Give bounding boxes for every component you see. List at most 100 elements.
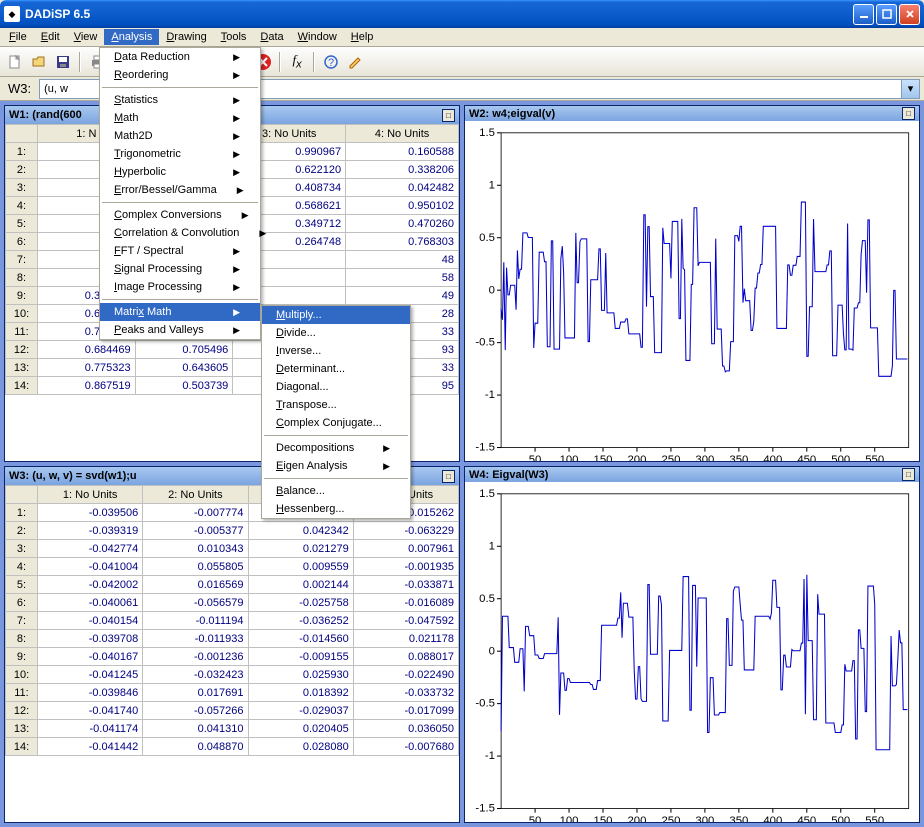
row-header[interactable]: 4: — [6, 558, 38, 576]
cell[interactable]: 0.775323 — [38, 359, 136, 377]
cell[interactable]: -0.056579 — [143, 594, 248, 612]
cell[interactable]: -0.022490 — [353, 666, 458, 684]
cell[interactable]: -0.057266 — [143, 702, 248, 720]
menu-item-matrix-math[interactable]: Matrix Math▶ — [100, 303, 260, 321]
menu-item-hyperbolic[interactable]: Hyperbolic▶ — [100, 163, 260, 181]
menu-item-transpose[interactable]: Transpose... — [262, 396, 410, 414]
cell[interactable]: 0.021279 — [248, 540, 353, 558]
menu-item-correlation-convolution[interactable]: Correlation & Convolution▶ — [100, 224, 260, 242]
menu-item-complex-conversions[interactable]: Complex Conversions▶ — [100, 206, 260, 224]
spreadsheet-w3[interactable]: 1: No Units2: No Units3: No Units4: No U… — [5, 485, 459, 822]
cell[interactable]: -0.039846 — [38, 684, 143, 702]
minimize-button[interactable] — [853, 4, 874, 25]
menu-analysis[interactable]: Analysis — [104, 29, 159, 45]
pane-maximize-icon[interactable]: □ — [442, 470, 455, 483]
cell[interactable]: 0.016569 — [143, 576, 248, 594]
edit-icon[interactable] — [344, 51, 366, 73]
cell[interactable]: -0.001236 — [143, 648, 248, 666]
cell[interactable]: -0.041174 — [38, 720, 143, 738]
menu-item-hessenberg[interactable]: Hessenberg... — [262, 500, 410, 518]
row-header[interactable]: 5: — [6, 215, 38, 233]
cell[interactable]: -0.041004 — [38, 558, 143, 576]
save-icon[interactable] — [52, 51, 74, 73]
cell[interactable]: 58 — [346, 269, 459, 287]
row-header[interactable]: 13: — [6, 359, 38, 377]
cell[interactable]: 0.684469 — [38, 341, 136, 359]
row-header[interactable]: 1: — [6, 143, 38, 161]
menu-item-decompositions[interactable]: Decompositions▶ — [262, 439, 410, 457]
cell[interactable]: -0.041245 — [38, 666, 143, 684]
cell[interactable]: -0.014560 — [248, 630, 353, 648]
cell[interactable]: 0.021178 — [353, 630, 458, 648]
row-header[interactable]: 7: — [6, 612, 38, 630]
menu-item-math[interactable]: Math▶ — [100, 109, 260, 127]
cell[interactable]: 0.002144 — [248, 576, 353, 594]
cell[interactable]: -0.040061 — [38, 594, 143, 612]
cell[interactable]: -0.016089 — [353, 594, 458, 612]
maximize-button[interactable] — [876, 4, 897, 25]
menu-window[interactable]: Window — [291, 29, 344, 45]
menu-help[interactable]: Help — [344, 29, 381, 45]
row-header[interactable]: 10: — [6, 305, 38, 323]
column-header[interactable]: 4: No Units — [346, 125, 459, 143]
cell[interactable]: 0.020405 — [248, 720, 353, 738]
row-header[interactable]: 14: — [6, 738, 38, 756]
pane-maximize-icon[interactable]: □ — [442, 109, 455, 122]
row-header[interactable]: 2: — [6, 161, 38, 179]
menu-edit[interactable]: Edit — [34, 29, 67, 45]
cell[interactable]: 0.007961 — [353, 540, 458, 558]
new-icon[interactable] — [4, 51, 26, 73]
row-header[interactable]: 2: — [6, 522, 38, 540]
menu-item-math-d[interactable]: Math2D▶ — [100, 127, 260, 145]
cell[interactable]: -0.033871 — [353, 576, 458, 594]
cell[interactable]: -0.007680 — [353, 738, 458, 756]
menu-item-complex-conjugate[interactable]: Complex Conjugate... — [262, 414, 410, 432]
cell[interactable]: 0.055805 — [143, 558, 248, 576]
cell[interactable]: -0.032423 — [143, 666, 248, 684]
menu-item-reordering[interactable]: Reordering▶ — [100, 66, 260, 84]
menu-item-multiply[interactable]: Multiply... — [262, 306, 410, 324]
row-header[interactable]: 11: — [6, 323, 38, 341]
menu-item-data-reduction[interactable]: Data Reduction▶ — [100, 48, 260, 66]
row-header[interactable]: 3: — [6, 540, 38, 558]
cell[interactable]: -0.029037 — [248, 702, 353, 720]
pane-title[interactable]: W4: Eigval(W3)□ — [465, 467, 919, 482]
cell[interactable]: 0.867519 — [38, 377, 136, 395]
column-header[interactable]: 2: No Units — [143, 486, 248, 504]
cell[interactable]: -0.042774 — [38, 540, 143, 558]
cell[interactable]: -0.041442 — [38, 738, 143, 756]
row-header[interactable]: 3: — [6, 179, 38, 197]
pane-maximize-icon[interactable]: □ — [902, 107, 915, 120]
cell[interactable]: 0.338206 — [346, 161, 459, 179]
cell[interactable]: 0.009559 — [248, 558, 353, 576]
menu-item-peaks-and-valleys[interactable]: Peaks and Valleys▶ — [100, 321, 260, 339]
menu-item-fft-spectral[interactable]: FFT / Spectral▶ — [100, 242, 260, 260]
cell[interactable]: 0.017691 — [143, 684, 248, 702]
menu-file[interactable]: File — [2, 29, 34, 45]
row-header[interactable]: 6: — [6, 594, 38, 612]
cell[interactable]: -0.042002 — [38, 576, 143, 594]
row-header[interactable]: 9: — [6, 287, 38, 305]
menu-drawing[interactable]: Drawing — [159, 29, 213, 45]
cell[interactable]: 0.643605 — [135, 359, 233, 377]
cell[interactable]: -0.039506 — [38, 504, 143, 522]
cell[interactable]: 0.160588 — [346, 143, 459, 161]
cell[interactable]: 0.018392 — [248, 684, 353, 702]
menu-item-image-processing[interactable]: Image Processing▶ — [100, 278, 260, 296]
cell[interactable]: 0.503739 — [135, 377, 233, 395]
open-icon[interactable] — [28, 51, 50, 73]
help-icon[interactable]: ? — [320, 51, 342, 73]
row-header[interactable]: 7: — [6, 251, 38, 269]
column-header[interactable]: 1: No Units — [38, 486, 143, 504]
menu-item-divide[interactable]: Divide... — [262, 324, 410, 342]
cell[interactable]: 0.470260 — [346, 215, 459, 233]
cell[interactable]: 0.048870 — [143, 738, 248, 756]
cell[interactable]: 0.950102 — [346, 197, 459, 215]
row-header[interactable]: 9: — [6, 648, 38, 666]
row-header[interactable]: 10: — [6, 666, 38, 684]
menu-item-determinant[interactable]: Determinant... — [262, 360, 410, 378]
row-header[interactable]: 5: — [6, 576, 38, 594]
row-header[interactable]: 11: — [6, 684, 38, 702]
cell[interactable]: -0.025758 — [248, 594, 353, 612]
cell[interactable]: 0.028080 — [248, 738, 353, 756]
